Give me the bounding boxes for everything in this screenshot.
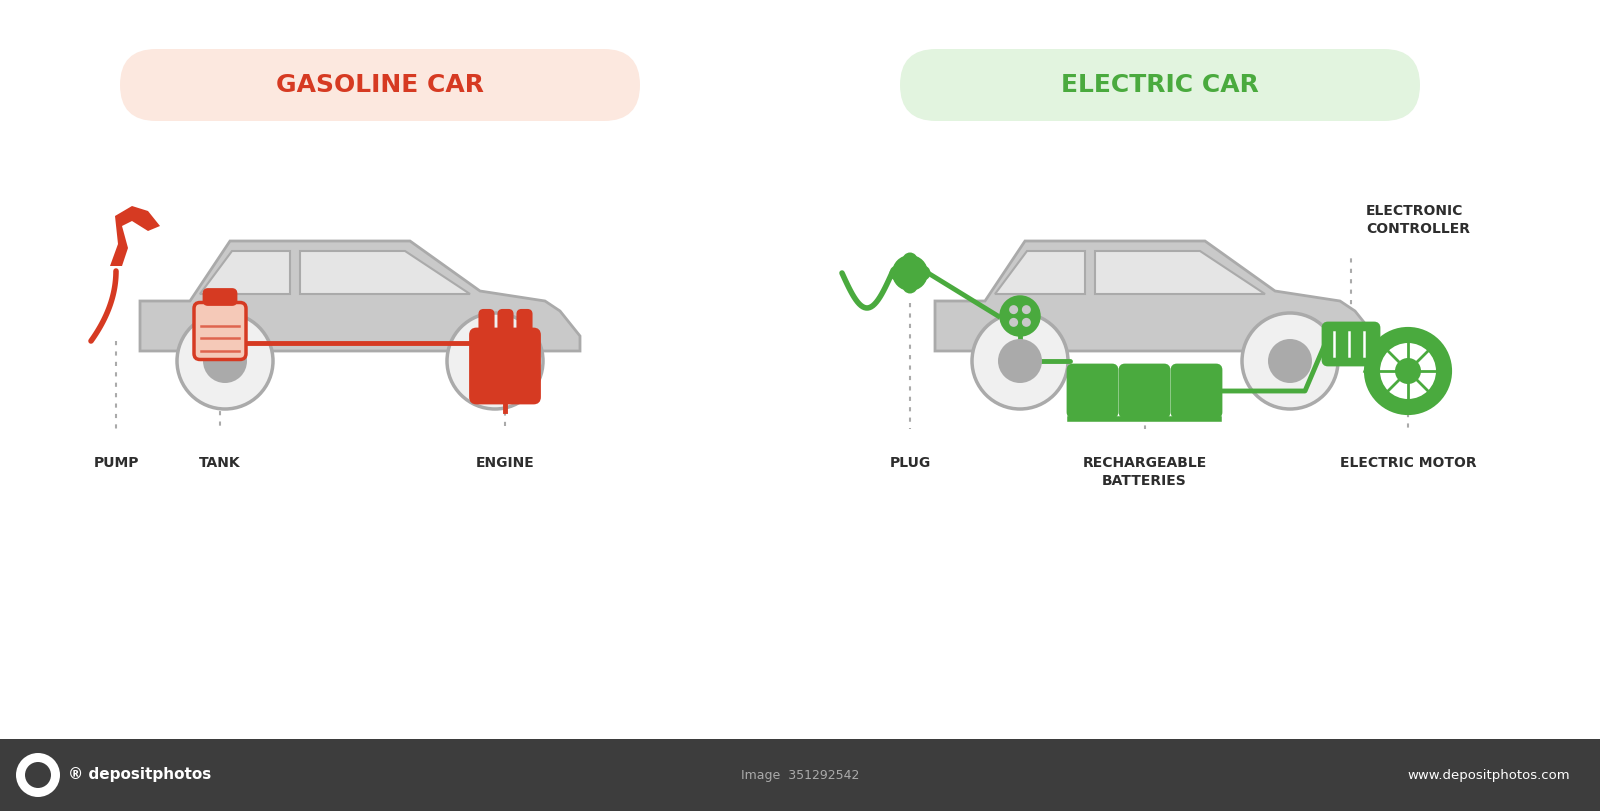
- Circle shape: [902, 252, 917, 268]
- Circle shape: [973, 313, 1069, 409]
- Circle shape: [178, 313, 274, 409]
- Circle shape: [902, 278, 917, 294]
- Polygon shape: [200, 251, 290, 294]
- Circle shape: [893, 255, 928, 291]
- FancyBboxPatch shape: [0, 739, 1600, 811]
- Circle shape: [1022, 305, 1030, 314]
- Polygon shape: [934, 241, 1374, 351]
- FancyBboxPatch shape: [1171, 365, 1221, 417]
- Circle shape: [1267, 339, 1312, 383]
- Circle shape: [915, 265, 931, 281]
- FancyBboxPatch shape: [1120, 365, 1170, 417]
- Circle shape: [1010, 318, 1018, 327]
- Text: Image  351292542: Image 351292542: [741, 769, 859, 782]
- FancyBboxPatch shape: [120, 49, 640, 121]
- Text: ® depositphotos: ® depositphotos: [67, 767, 211, 783]
- Text: GASOLINE CAR: GASOLINE CAR: [277, 73, 483, 97]
- Text: PLUG: PLUG: [890, 456, 931, 470]
- Text: ELECTRIC CAR: ELECTRIC CAR: [1061, 73, 1259, 97]
- Polygon shape: [1094, 251, 1266, 294]
- Circle shape: [16, 753, 61, 797]
- Circle shape: [1395, 358, 1421, 384]
- Text: RECHARGEABLE
BATTERIES: RECHARGEABLE BATTERIES: [1082, 456, 1206, 488]
- FancyBboxPatch shape: [1069, 365, 1117, 417]
- Text: PUMP: PUMP: [93, 456, 139, 470]
- Circle shape: [890, 265, 904, 281]
- FancyBboxPatch shape: [499, 310, 512, 332]
- FancyBboxPatch shape: [480, 310, 493, 332]
- Circle shape: [474, 339, 517, 383]
- Circle shape: [446, 313, 542, 409]
- Circle shape: [1010, 305, 1018, 314]
- Circle shape: [1379, 343, 1437, 399]
- Circle shape: [203, 339, 246, 383]
- Circle shape: [1242, 313, 1338, 409]
- Circle shape: [1366, 329, 1450, 413]
- Text: ENGINE: ENGINE: [475, 456, 534, 470]
- FancyBboxPatch shape: [205, 290, 237, 304]
- Text: TANK: TANK: [198, 456, 242, 470]
- Polygon shape: [301, 251, 470, 294]
- FancyBboxPatch shape: [1323, 323, 1379, 365]
- Circle shape: [998, 339, 1042, 383]
- FancyBboxPatch shape: [517, 310, 531, 332]
- Text: ELECTRONIC
CONTROLLER: ELECTRONIC CONTROLLER: [1366, 204, 1470, 236]
- FancyBboxPatch shape: [899, 49, 1421, 121]
- Polygon shape: [141, 241, 581, 351]
- Circle shape: [1022, 318, 1030, 327]
- Circle shape: [1002, 297, 1038, 335]
- Polygon shape: [110, 206, 160, 266]
- FancyBboxPatch shape: [470, 329, 539, 403]
- FancyBboxPatch shape: [194, 303, 246, 359]
- Circle shape: [26, 762, 51, 788]
- Text: ELECTRIC MOTOR: ELECTRIC MOTOR: [1339, 456, 1477, 470]
- Polygon shape: [995, 251, 1085, 294]
- Text: www.depositphotos.com: www.depositphotos.com: [1408, 769, 1570, 782]
